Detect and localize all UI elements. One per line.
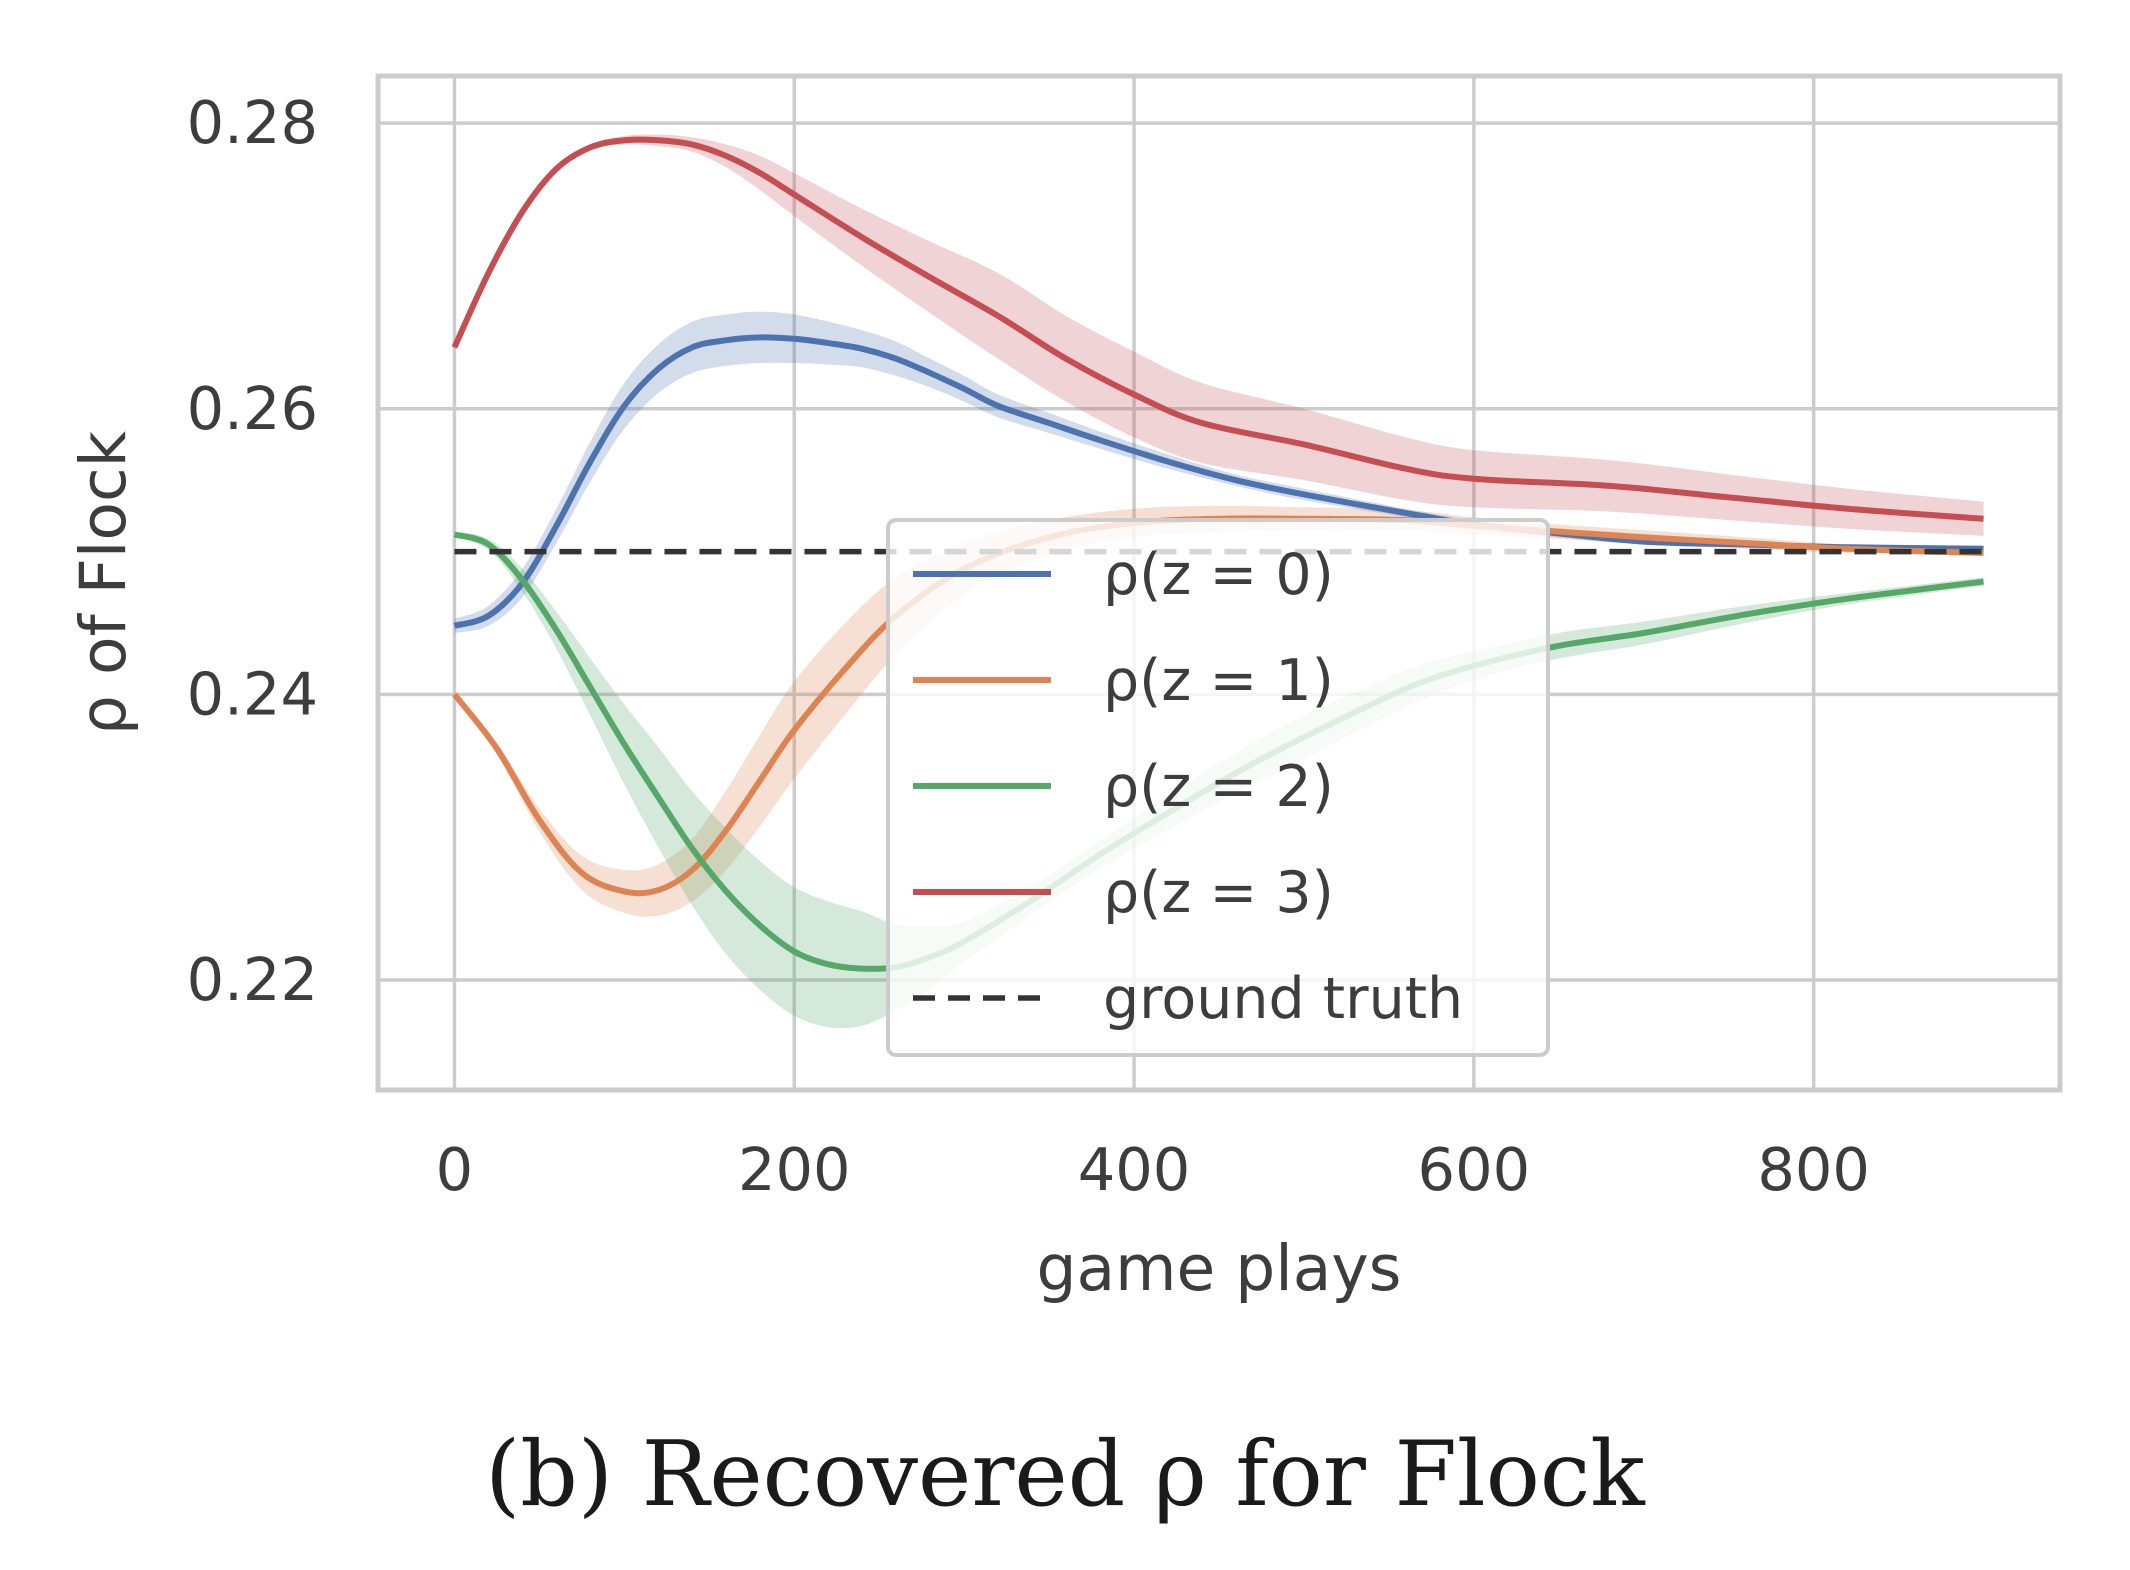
x-axis-label: game plays: [1037, 1232, 1402, 1305]
legend-label: ρ(z = 2): [1103, 754, 1334, 820]
legend-entries: ρ(z = 0) ρ(z = 1) ρ(z = 2) ρ(z = 3) ground t…: [913, 542, 1463, 1032]
legend-label: ρ(z = 1): [1103, 648, 1334, 714]
y-tick-label: 0.22: [187, 945, 318, 1014]
series-3-confidence-band: [454, 134, 1984, 536]
legend-box: [886, 518, 1550, 1057]
series-3-line: [451, 136, 1984, 522]
x-tick-label: 0: [436, 1135, 474, 1204]
x-tick-label: 400: [1078, 1135, 1191, 1204]
legend-label: ρ(z = 3): [1103, 860, 1334, 926]
figure-caption: (b) Recovered ρ for Flock: [485, 1422, 1646, 1527]
series-0-confidence-band: [454, 311, 1984, 633]
legend-label: ρ(z = 0): [1103, 542, 1334, 608]
y-axis-label: ρ of Flock: [67, 430, 140, 735]
plot-frame: [375, 73, 2063, 1093]
x-tick-label: 800: [1757, 1135, 1870, 1204]
x-tick-label: 200: [738, 1135, 851, 1204]
legend: ρ(z = 0) ρ(z = 1) ρ(z = 2) ρ(z = 3) ground t…: [886, 518, 1550, 1057]
y-tick-label: 0.24: [187, 659, 318, 728]
x-tick-label: 600: [1418, 1135, 1531, 1204]
legend-label: ground truth: [1103, 966, 1463, 1032]
tick-layer: 0 200 400 600 800 0.22 0.24 0.26 0.28: [187, 88, 1870, 1204]
y-tick-label: 0.28: [187, 88, 318, 157]
y-tick-label: 0.26: [187, 374, 318, 443]
